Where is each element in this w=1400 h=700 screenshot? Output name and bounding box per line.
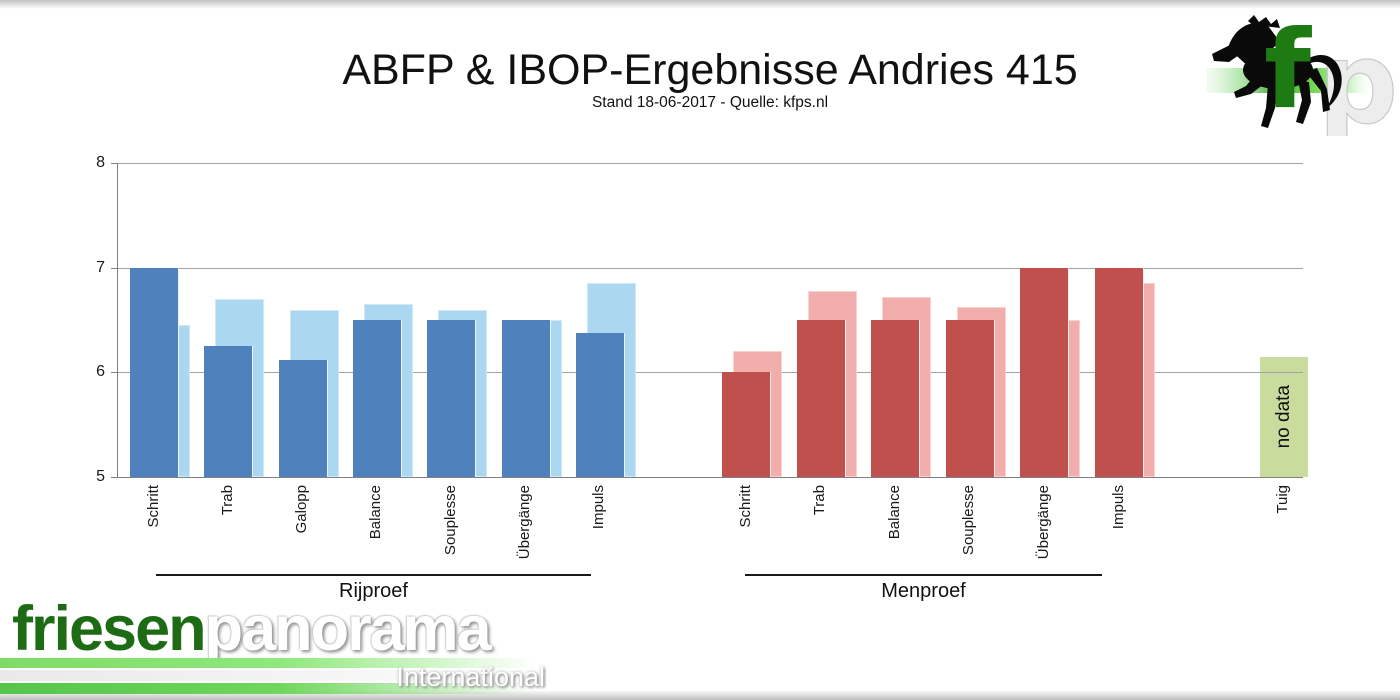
category-label-menproef-trab: Trab [811,485,829,516]
category-label-rijproef-ubergange: Übergänge [516,485,534,560]
group-label-rijproef: Rijproef [339,580,408,602]
brand-wordmark: friesenpanorama [12,598,492,661]
category-label-menproef-balance: Balance [885,485,903,540]
fp-horse-logo: p f [1206,8,1398,136]
bar-menproef-trab-dark [796,320,846,477]
group-label-menproef: Menproef [881,580,966,602]
group-bracket-rijproef [156,574,591,576]
category-label-menproef-ubergange: Übergänge [1034,485,1052,560]
bar-rijproef-trab-dark [204,346,254,477]
chart-subtitle: Stand 18-06-2017 - Quelle: kfps.nl [591,94,829,111]
no-data-bar: no data [1260,356,1308,477]
category-label-rijproef-impuls: Impuls [590,485,608,530]
category-label-tuig: Tuig [1274,485,1291,514]
y-tick-5 [111,477,117,478]
gridline-7 [117,267,1303,269]
y-tick-6 [111,372,117,374]
logo-letter-f: f [1264,8,1312,133]
bar-rijproef-balance-dark [352,320,402,477]
gridline-6 [117,372,1303,374]
brand-international-label: International [396,662,545,692]
category-label-menproef-souplesse: Souplesse [960,485,978,556]
brand-word-panorama: panorama [204,594,492,664]
category-label-menproef-impuls: Impuls [1109,485,1127,530]
bar-menproef-souplesse-dark [945,320,995,477]
slide-edge-bottom [0,690,1400,700]
bar-rijproef-impuls-dark [575,332,625,477]
bar-menproef-impuls-dark [1095,267,1144,477]
y-axis-label-6: 6 [96,363,105,381]
brand-word-friesen: friesen [12,594,207,664]
category-label-rijproef-trab: Trab [218,485,236,516]
gridline-5 [117,477,1303,478]
brand-stripe-green-top [0,658,560,668]
bar-menproef-ubergange-dark [1020,267,1070,477]
y-axis-label-8: 8 [96,154,105,171]
bar-rijproef-galopp-dark [278,359,328,477]
bar-rijproef-ubergange-dark [501,320,551,477]
y-axis-label-7: 7 [96,258,105,276]
slide-edge-top [0,0,1400,9]
logo-letter-p: p [1318,19,1398,136]
category-label-rijproef-galopp: Galopp [293,485,311,534]
y-axis-label-5: 5 [96,468,105,485]
y-tick-8 [111,163,117,164]
brand-stripe-green-bottom [0,683,560,694]
friesenpanorama-brand: friesenpanorama International [0,598,580,698]
horse-icon [1212,15,1342,128]
gridline-8 [117,163,1303,164]
category-label-menproef-schritt: Schritt [736,485,754,528]
category-label-rijproef-souplesse: Souplesse [441,485,459,556]
y-tick-7 [111,267,117,269]
no-data-label: no data [1273,385,1294,449]
bar-menproef-balance-dark [871,320,921,477]
y-axis-line [117,163,118,477]
category-label-rijproef-schritt: Schritt [144,485,162,528]
bar-rijproef-schritt-dark [130,267,179,477]
group-bracket-menproef [745,574,1102,576]
chart-title: ABFP & IBOP-Ergebnisse Andries 415 [342,46,1078,94]
brand-stripe-silver [0,670,560,681]
bar-menproef-schritt-dark [722,372,771,477]
category-label-rijproef-balance: Balance [367,485,385,540]
bar-rijproef-souplesse-dark [427,320,477,477]
